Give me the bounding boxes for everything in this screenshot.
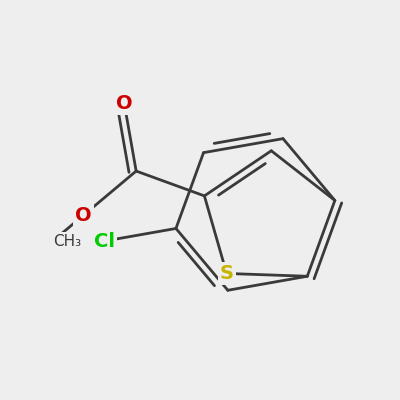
Text: O: O xyxy=(75,206,92,225)
Text: Cl: Cl xyxy=(94,232,115,250)
Text: S: S xyxy=(220,264,234,283)
Text: O: O xyxy=(116,94,132,113)
Text: CH₃: CH₃ xyxy=(53,234,81,248)
